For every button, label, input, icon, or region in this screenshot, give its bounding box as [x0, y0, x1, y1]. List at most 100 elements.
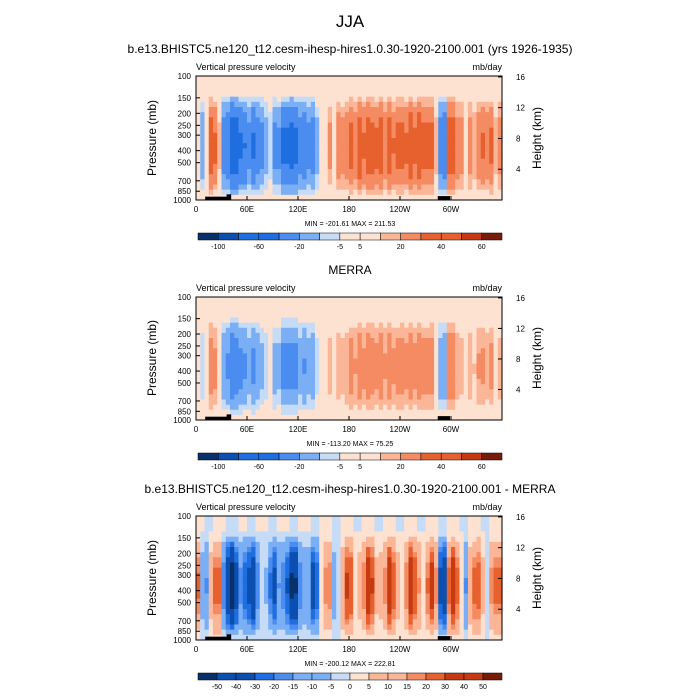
field-cell: [383, 338, 388, 344]
field-cell: [196, 179, 201, 186]
field-cell: [196, 91, 201, 98]
field-cell: [281, 332, 286, 339]
field-cell: [438, 572, 444, 579]
field-cell: [366, 163, 371, 170]
field-cell: [451, 404, 456, 411]
field-cell: [472, 81, 478, 87]
field-cell: [387, 598, 393, 605]
field-cell: [298, 588, 303, 595]
field-cell: [302, 536, 308, 543]
field-cell: [374, 101, 380, 108]
field-cell: [298, 598, 303, 605]
field-cell: [200, 148, 206, 155]
field-cell: [404, 184, 410, 191]
field-cell: [285, 572, 291, 579]
field-cell: [366, 122, 371, 129]
field-cell: [302, 531, 308, 538]
field-cell: [446, 307, 452, 313]
field-cell: [268, 86, 274, 93]
field-cell: [230, 552, 235, 558]
field-cell: [370, 317, 376, 324]
field-cell: [370, 343, 376, 349]
field-cell: [451, 302, 456, 308]
field-cell: [200, 368, 206, 375]
field-cell: [315, 609, 320, 615]
field-cell: [425, 96, 431, 103]
field-cell: [264, 163, 269, 170]
field-cell: [497, 414, 503, 421]
field-cell: [217, 148, 223, 155]
field-cell: [255, 117, 261, 124]
field-cell: [429, 112, 435, 118]
field-cell: [370, 368, 376, 375]
field-cell: [468, 384, 473, 390]
field-cell: [421, 101, 427, 108]
field-cell: [336, 593, 342, 600]
field-cell: [319, 404, 325, 411]
field-cell: [196, 117, 201, 124]
field-cell: [340, 312, 346, 319]
field-cell: [221, 138, 227, 144]
field-cell: [374, 297, 380, 303]
field-cell: [455, 358, 461, 365]
field-cell: [412, 557, 418, 564]
field-cell: [293, 143, 299, 149]
field-cell: [247, 516, 252, 522]
field-cell: [281, 117, 286, 124]
field-cell: [353, 174, 359, 180]
field-cell: [370, 389, 376, 395]
field-cell: [242, 174, 248, 180]
field-cell: [391, 158, 397, 165]
field-cell: [272, 399, 278, 406]
field-cell: [251, 127, 257, 134]
field-cell: [259, 302, 265, 308]
field-cell: [200, 541, 206, 548]
field-cell: [340, 363, 346, 370]
field-cell: [468, 394, 473, 401]
field-cell: [213, 302, 218, 308]
field-cell: [459, 174, 465, 180]
field-cell: [497, 389, 503, 395]
field-cell: [421, 148, 427, 155]
field-cell: [332, 609, 337, 615]
field-cell: [366, 593, 371, 600]
field-cell: [336, 297, 342, 303]
field-cell: [213, 153, 218, 160]
field-cell: [463, 348, 469, 354]
field-cell: [391, 86, 397, 93]
field-cell: [361, 567, 367, 574]
field-cell: [493, 76, 499, 82]
field-cell: [268, 598, 274, 605]
field-cell: [417, 624, 422, 631]
field-cell: [476, 358, 482, 365]
field-cell: [344, 91, 350, 98]
field-cell: [268, 531, 274, 538]
field-cell: [425, 624, 431, 631]
field-cell: [289, 394, 295, 401]
field-cell: [336, 536, 342, 543]
field-cell: [264, 122, 269, 129]
field-cell: [281, 194, 286, 201]
field-cell: [213, 297, 218, 303]
field-cell: [378, 107, 384, 113]
field-cell: [289, 148, 295, 155]
field-cell: [446, 322, 452, 329]
field-cell: [196, 312, 201, 319]
field-cell: [327, 86, 333, 93]
field-cell: [238, 363, 244, 370]
field-cell: [293, 552, 299, 558]
field-cell: [327, 363, 333, 370]
field-cell: [272, 138, 278, 144]
field-cell: [476, 194, 482, 201]
field-cell: [446, 117, 452, 124]
field-cell: [353, 619, 359, 626]
field-cell: [208, 531, 214, 538]
field-cell: [242, 572, 248, 579]
field-cell: [468, 163, 473, 170]
field-cell: [255, 127, 261, 134]
field-cell: [451, 343, 456, 349]
field-cell: [298, 148, 303, 155]
field-cell: [204, 343, 210, 349]
field-cell: [349, 148, 354, 155]
field-cell: [276, 619, 282, 626]
